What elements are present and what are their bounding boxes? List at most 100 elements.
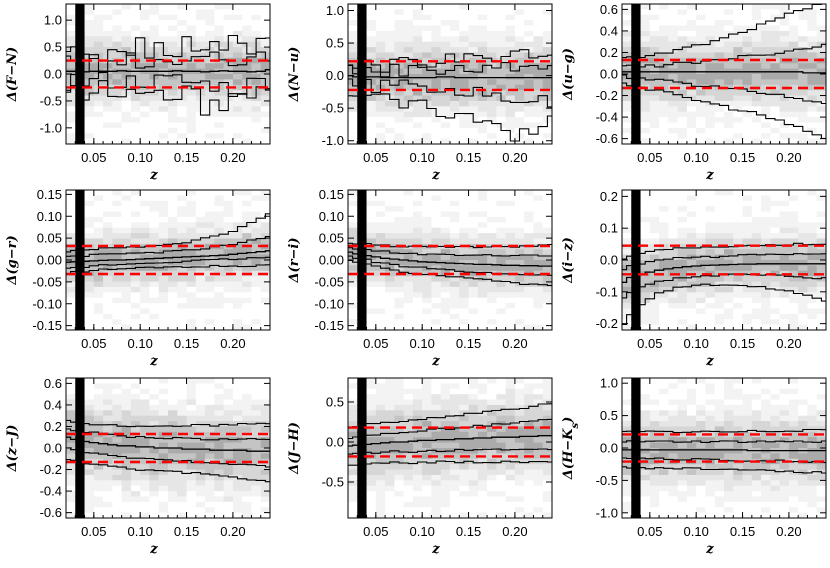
density-cell bbox=[140, 313, 150, 320]
density-cell bbox=[251, 276, 262, 283]
density-cell bbox=[788, 265, 799, 272]
density-cell bbox=[761, 57, 771, 64]
density-cell bbox=[487, 227, 497, 234]
density-cell bbox=[770, 63, 781, 70]
density-cell bbox=[742, 9, 753, 16]
density-cell bbox=[798, 41, 808, 48]
density-cell bbox=[75, 138, 86, 144]
density-cell bbox=[242, 469, 252, 476]
density-cell bbox=[130, 127, 141, 134]
density-cell bbox=[348, 90, 358, 97]
density-cell bbox=[251, 383, 262, 390]
density-cell bbox=[514, 292, 525, 299]
density-cell bbox=[431, 4, 442, 10]
density-cell bbox=[242, 292, 252, 299]
density-cell bbox=[366, 464, 377, 471]
density-cell bbox=[505, 512, 516, 518]
density-cell bbox=[807, 206, 818, 213]
density-cell bbox=[724, 216, 734, 223]
density-cell bbox=[631, 276, 642, 283]
density-cell bbox=[348, 512, 358, 518]
density-cell bbox=[542, 36, 552, 43]
density-cell bbox=[440, 297, 451, 304]
density-cell bbox=[403, 265, 414, 272]
density-cell bbox=[798, 319, 808, 326]
density-cell bbox=[524, 421, 534, 427]
density-cell bbox=[130, 20, 141, 27]
density-cell bbox=[524, 41, 534, 48]
density-cell bbox=[816, 303, 826, 309]
density-cell bbox=[788, 25, 799, 32]
density-cell bbox=[158, 480, 169, 487]
density-cell bbox=[403, 308, 414, 315]
density-cell bbox=[103, 281, 113, 288]
density-cell bbox=[403, 52, 414, 59]
percentile-p10-line bbox=[622, 283, 826, 325]
density-cell bbox=[431, 233, 442, 239]
density-cell bbox=[223, 292, 234, 299]
density-cell bbox=[477, 501, 488, 508]
density-cell bbox=[385, 292, 395, 299]
density-cell bbox=[733, 14, 744, 21]
density-cell bbox=[103, 286, 113, 293]
density-cell bbox=[195, 426, 206, 433]
density-cell bbox=[403, 84, 414, 91]
density-cell bbox=[496, 200, 507, 207]
density-cell bbox=[668, 100, 679, 107]
percentile-p25-line bbox=[348, 255, 552, 276]
density-cell bbox=[223, 383, 234, 390]
density-cell bbox=[140, 211, 150, 218]
density-cell bbox=[232, 297, 243, 304]
density-cell bbox=[251, 324, 262, 330]
density-cell bbox=[75, 453, 86, 460]
density-cell bbox=[696, 297, 706, 304]
density-cell bbox=[686, 200, 697, 207]
density-cell bbox=[260, 324, 270, 330]
density-cell bbox=[84, 276, 95, 283]
density-cell bbox=[440, 491, 451, 497]
density-cell bbox=[366, 485, 377, 492]
density-cell bbox=[649, 95, 660, 102]
density-cell bbox=[514, 297, 525, 304]
density-cell bbox=[357, 378, 368, 384]
density-cell bbox=[75, 133, 86, 140]
density-cell bbox=[103, 319, 113, 326]
density-cell bbox=[770, 238, 781, 245]
density-cell bbox=[807, 106, 818, 113]
density-cell bbox=[103, 464, 113, 471]
density-cell bbox=[450, 206, 460, 213]
density-cell bbox=[640, 292, 651, 299]
density-cell bbox=[260, 90, 270, 97]
density-cell bbox=[468, 206, 479, 213]
density-cell bbox=[696, 324, 706, 330]
density-cell bbox=[659, 190, 669, 196]
density-cell bbox=[422, 383, 432, 390]
density-cell bbox=[412, 260, 423, 266]
density-cell bbox=[649, 122, 660, 129]
density-cell bbox=[412, 313, 423, 320]
density-cell bbox=[659, 319, 669, 326]
density-cell bbox=[705, 117, 716, 123]
density-cell bbox=[514, 448, 525, 454]
density-heatmap bbox=[66, 4, 270, 144]
density-cell bbox=[348, 133, 358, 140]
density-cell bbox=[412, 95, 423, 102]
density-cell bbox=[770, 127, 781, 134]
density-cell bbox=[524, 383, 534, 390]
density-cell bbox=[487, 464, 497, 471]
density-cell bbox=[533, 308, 544, 315]
density-cell bbox=[260, 399, 270, 406]
density-cell bbox=[779, 79, 790, 86]
density-cell bbox=[816, 95, 826, 102]
x-tick-label: 0.20 bbox=[502, 150, 527, 165]
density-cell bbox=[468, 496, 479, 503]
density-cell bbox=[84, 303, 95, 309]
density-cell bbox=[542, 292, 552, 299]
density-cell bbox=[84, 138, 95, 144]
density-cell bbox=[130, 501, 141, 508]
density-cell bbox=[677, 57, 688, 64]
density-cell bbox=[242, 426, 252, 433]
density-cell bbox=[168, 507, 178, 514]
density-cell bbox=[394, 106, 405, 113]
density-cell bbox=[761, 222, 771, 229]
